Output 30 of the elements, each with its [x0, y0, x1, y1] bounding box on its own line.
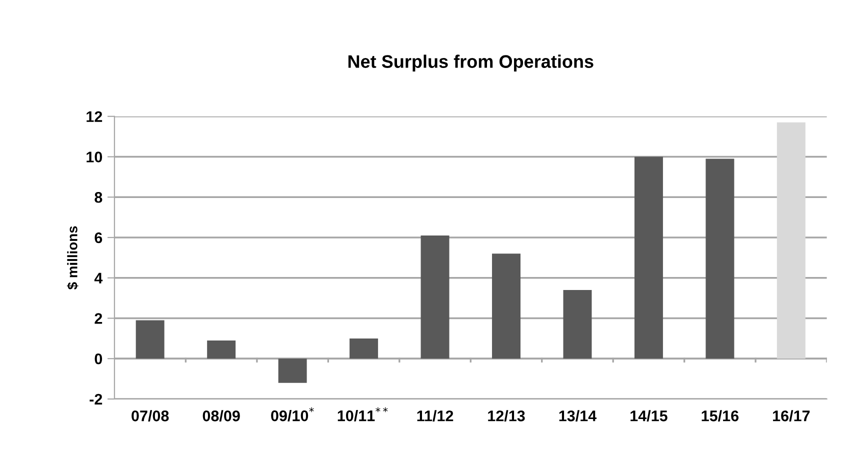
bar [207, 340, 236, 359]
chart-title: Net Surplus from Operations [348, 54, 594, 72]
y-axis-title: $ millions [66, 226, 78, 290]
y-tick-label: -2 [90, 394, 102, 405]
y-tick-label: 12 [86, 111, 102, 122]
bar [136, 320, 164, 359]
y-tick-label: 8 [94, 192, 102, 203]
x-tick-label: 09/10$^{*}$ [271, 407, 314, 422]
bar [706, 158, 734, 359]
bar [420, 235, 450, 359]
y-tick-label: 4 [94, 272, 103, 284]
y-tick-label: 6 [94, 232, 102, 244]
x-tick-label: 15/16 [702, 410, 739, 422]
bar [492, 254, 520, 359]
bar [350, 338, 378, 359]
x-tick-label: 11/12 [417, 410, 454, 422]
y-tick-label: 0 [94, 353, 102, 364]
x-tick-label: 08/09 [202, 410, 240, 422]
bar [563, 290, 592, 359]
bar [634, 156, 663, 359]
x-tick-label: 12/13 [488, 410, 525, 422]
x-tick-label: 10/11$^{**}$ [338, 407, 388, 422]
x-tick-label: 14/15 [630, 410, 668, 422]
y-tick-label: 10 [86, 152, 102, 162]
bar [776, 122, 806, 359]
bar [278, 358, 307, 383]
x-tick-label: 07/08 [132, 410, 169, 422]
x-tick-label: 16/17 [773, 410, 810, 422]
y-tick-label: 2 [94, 313, 102, 324]
x-tick-label: 13/14 [559, 410, 597, 422]
